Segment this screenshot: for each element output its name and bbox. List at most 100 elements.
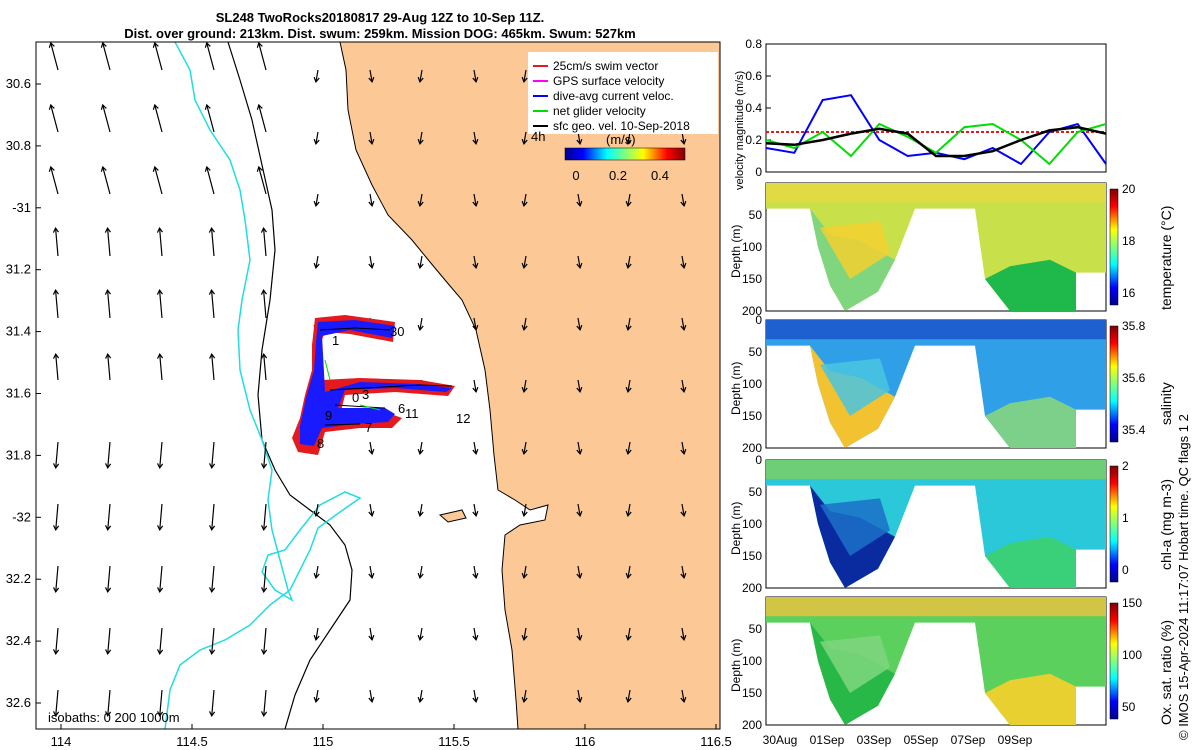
current-arrow [210, 290, 215, 319]
current-arrow [627, 255, 631, 268]
current-arrow [50, 104, 59, 133]
oxygen-cbar-tick: 150 [1122, 596, 1142, 610]
arrow-head [576, 262, 583, 269]
day-label: 9 [325, 408, 332, 423]
depth-tick: 150 [742, 686, 762, 700]
chla-cbar-label: chl-a (mg m-3) [1158, 478, 1174, 570]
current-arrow [369, 441, 373, 454]
depth-tick: 0 [755, 453, 762, 467]
arrow-head [261, 525, 268, 532]
current-arrow [102, 166, 111, 195]
current-arrow [315, 255, 319, 268]
current-arrow [577, 255, 581, 268]
arrow-head [625, 510, 632, 517]
arrow-head [472, 572, 479, 579]
arrow-head [472, 200, 479, 207]
arrow-head [156, 288, 163, 295]
arrow-head [313, 634, 320, 641]
current-arrow [419, 193, 423, 206]
speed-colorbar [564, 147, 686, 161]
temperature-cbar-tick: 20 [1122, 182, 1136, 196]
arrow-head [313, 76, 320, 83]
arrow-head [417, 448, 424, 455]
velocity-ytick: 0.6 [745, 69, 762, 83]
arrow-head [52, 226, 59, 233]
arrow-head [625, 324, 632, 331]
arrow-head [208, 226, 215, 233]
lon-tick-label: 116 [575, 734, 596, 749]
current-arrow [55, 503, 59, 530]
current-arrow [473, 255, 477, 268]
arrow-head [576, 386, 583, 393]
arrow-head [576, 634, 583, 641]
current-arrow [107, 503, 111, 530]
legend-label: net glider velocity [553, 104, 646, 118]
arrow-head [625, 572, 632, 579]
current-arrow [258, 104, 267, 133]
arrow-head [152, 42, 159, 48]
chla-cbar-tick: 0 [1122, 563, 1129, 577]
current-arrow [258, 42, 267, 71]
arrow-head [105, 587, 112, 594]
arrow-head [260, 226, 267, 233]
current-arrow [263, 354, 267, 381]
isobath-1000 [164, 42, 362, 729]
arrow-head [368, 572, 375, 579]
arrow-head [576, 200, 583, 207]
day-label: 7 [365, 420, 372, 435]
depth-tick: 100 [742, 654, 762, 668]
current-arrow [681, 503, 685, 516]
arrow-head [368, 634, 375, 641]
arrow-head [157, 587, 164, 594]
arrow-head [625, 634, 632, 641]
legend-label: sfc geo. vel. 10-Sep-2018 [553, 119, 690, 133]
current-arrow [50, 42, 59, 71]
arrow-head [625, 200, 632, 207]
current-arrow [627, 379, 631, 392]
current-arrow [263, 689, 267, 716]
current-arrow [107, 565, 111, 592]
current-arrow [523, 69, 527, 82]
current-arrow [627, 441, 631, 454]
date-ticks: 30Aug 01Sep 03Sep 05Sep 07Sep 09Sep [763, 733, 1033, 747]
arrow-head [104, 226, 111, 233]
date-tick-label: 09Sep [998, 733, 1033, 747]
salinity-cbar-label: salinity [1158, 382, 1174, 425]
current-arrow [159, 627, 163, 654]
arrow-head [104, 288, 111, 295]
lat-tick-label: -31 [12, 200, 31, 215]
arrow-head [208, 288, 215, 295]
arrow-head [261, 352, 268, 359]
arrow-head [730, 449, 735, 454]
current-arrow [419, 689, 423, 702]
latitude-ticks: 30.6 30.8 -31 31.2 31.4 31.6 31.8 -32 32.2 32.4 32… [6, 76, 41, 710]
arrow-head [417, 634, 424, 641]
current-arrow [523, 193, 527, 206]
arrow-head [157, 649, 164, 656]
arrow-head [157, 352, 164, 359]
arrow-head [417, 324, 424, 331]
current-arrow [473, 379, 477, 392]
current-arrow [473, 627, 477, 640]
lon-tick-label: 115.5 [438, 734, 470, 749]
current-arrow [54, 290, 59, 319]
depth-tick: 0 [755, 313, 762, 327]
depth-tick: 50 [749, 485, 763, 499]
day-label: 6 [398, 401, 405, 416]
depth-tick: 150 [742, 549, 762, 563]
arrow-head [472, 510, 479, 517]
temperature-ylabel: Depth (m) [729, 225, 743, 278]
arrow-head [261, 649, 268, 656]
current-arrow [262, 228, 267, 257]
chla-ylabel: Depth (m) [729, 502, 743, 555]
arrow-head [256, 165, 263, 172]
velocity-series-line [766, 125, 1106, 158]
current-arrow [473, 503, 477, 516]
arrow-head [625, 138, 632, 145]
arrow-head [680, 138, 687, 145]
lon-tick-label: 116.5 [700, 734, 732, 749]
arrow-head [368, 448, 375, 455]
current-arrow [419, 317, 423, 330]
current-arrow [159, 689, 163, 716]
